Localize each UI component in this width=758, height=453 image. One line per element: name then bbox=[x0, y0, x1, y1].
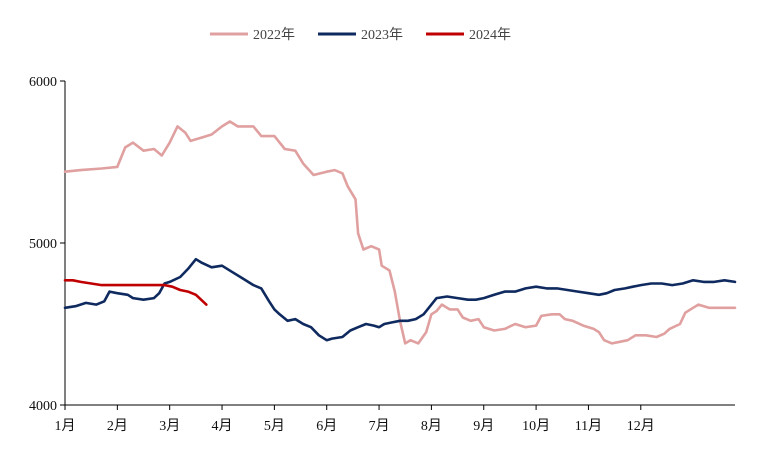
y-tick-label: 5000 bbox=[29, 237, 57, 252]
x-tick-label: 9月 bbox=[473, 418, 494, 434]
legend-label-1: 2022年 bbox=[253, 27, 295, 43]
x-tick-label: 6月 bbox=[316, 418, 337, 434]
legend-label-2: 2023年 bbox=[361, 27, 403, 43]
x-tick-label: 10月 bbox=[522, 418, 550, 434]
series-line-1 bbox=[63, 120, 737, 345]
x-tick-label: 5月 bbox=[264, 418, 285, 434]
y-axis: 4000 5000 6000 bbox=[29, 75, 66, 414]
x-tick-label: 3月 bbox=[159, 418, 180, 434]
x-axis: 1月 2月 3月 4月 5月 6月 7月 8月 9月 10月 11月 12月 bbox=[55, 404, 735, 434]
x-tick-label: 4月 bbox=[212, 418, 233, 434]
series-line-3 bbox=[63, 279, 208, 306]
x-tick-label: 7月 bbox=[369, 418, 390, 434]
x-tick-label: 1月 bbox=[55, 418, 76, 434]
series-line-2 bbox=[63, 257, 737, 342]
legend-label-3: 2024年 bbox=[469, 27, 511, 43]
x-tick-label: 8月 bbox=[421, 418, 442, 434]
x-tick-label: 12月 bbox=[627, 418, 655, 434]
x-tick-label: 2月 bbox=[107, 418, 128, 434]
y-tick-label: 6000 bbox=[29, 75, 57, 90]
x-tick-label: 11月 bbox=[575, 418, 602, 434]
series-layer bbox=[63, 120, 737, 345]
y-tick-label: 4000 bbox=[29, 399, 57, 414]
legend: 2022年 2023年 2024年 bbox=[210, 27, 511, 43]
